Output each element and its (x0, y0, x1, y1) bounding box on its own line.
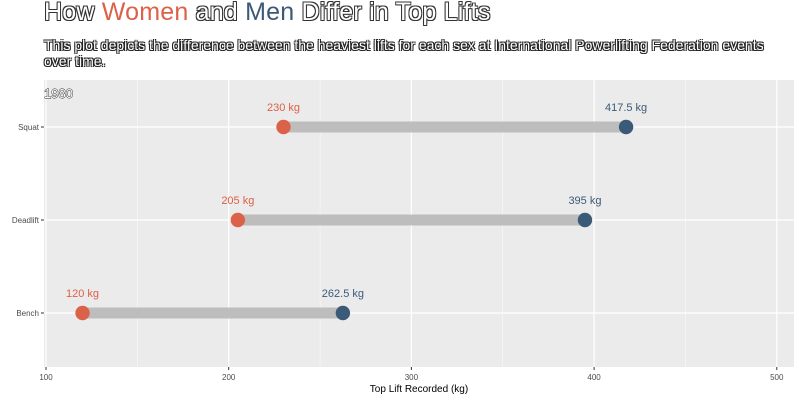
men-point (577, 212, 593, 228)
title-part-3: Differ in Top Lifts (294, 0, 491, 26)
title-men: Men (245, 0, 295, 26)
year-label: 1980 (44, 86, 73, 101)
x-tick-label: 100 (39, 373, 53, 382)
men-value-label: 262.5 kg (322, 288, 364, 300)
women-point (75, 305, 90, 321)
chart-subtitle: This plot depicts the difference between… (44, 37, 764, 69)
x-tick-label: 500 (770, 373, 784, 382)
title-part-1: How (44, 0, 102, 26)
chart-title: How Women and Men Differ in Top Lifts (44, 0, 491, 27)
y-tick-label: Deadlift (12, 216, 40, 225)
x-tick-label: 300 (405, 373, 419, 382)
x-tick-label: 400 (587, 373, 601, 382)
men-value-label: 395 kg (568, 195, 601, 207)
title-women: Women (101, 0, 189, 26)
x-axis-title: Top Lift Recorded (kg) (370, 384, 468, 395)
women-point (276, 119, 291, 135)
men-point (335, 305, 351, 321)
x-tick-label: 200 (222, 373, 236, 382)
y-tick-label: Squat (18, 123, 40, 132)
women-value-label: 205 kg (221, 195, 254, 207)
women-value-label: 230 kg (267, 102, 300, 114)
women-point (230, 212, 246, 228)
title-part-2: and (188, 0, 246, 26)
women-value-label: 120 kg (66, 288, 99, 300)
y-tick-label: Bench (16, 309, 39, 318)
men-value-label: 417.5 kg (605, 102, 647, 114)
men-point (618, 119, 634, 135)
